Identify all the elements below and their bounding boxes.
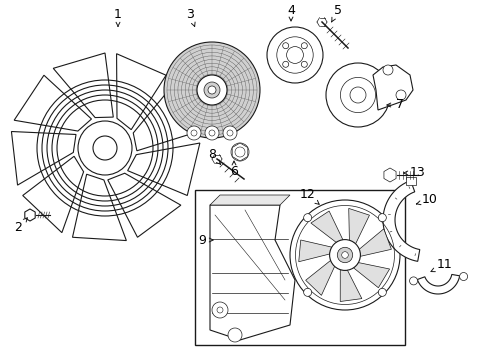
Circle shape [286, 46, 303, 63]
Circle shape [208, 130, 215, 136]
Bar [405, 176, 415, 185]
Polygon shape [127, 143, 200, 195]
Bar [195, 190, 404, 345]
Circle shape [186, 126, 201, 140]
Text: 6: 6 [229, 161, 238, 179]
Text: 12: 12 [300, 189, 319, 204]
Circle shape [395, 90, 405, 100]
Circle shape [235, 147, 244, 157]
Circle shape [230, 143, 248, 161]
Polygon shape [133, 83, 198, 151]
Circle shape [191, 130, 197, 136]
Circle shape [325, 63, 389, 127]
Circle shape [282, 61, 288, 67]
Text: 5: 5 [331, 4, 341, 22]
Text: 10: 10 [416, 193, 437, 207]
Polygon shape [298, 240, 331, 262]
Polygon shape [416, 274, 459, 294]
Polygon shape [340, 270, 361, 302]
Polygon shape [209, 205, 294, 340]
Polygon shape [310, 211, 342, 242]
Text: 9: 9 [198, 234, 213, 247]
Circle shape [340, 77, 375, 113]
Circle shape [223, 126, 237, 140]
Polygon shape [107, 173, 181, 237]
Polygon shape [11, 131, 76, 185]
Circle shape [409, 277, 417, 285]
Polygon shape [359, 229, 390, 256]
Text: 13: 13 [403, 166, 425, 180]
Circle shape [303, 288, 311, 296]
Circle shape [303, 214, 311, 222]
Circle shape [289, 200, 399, 310]
Polygon shape [53, 53, 113, 118]
Text: 2: 2 [14, 218, 27, 234]
Circle shape [227, 328, 242, 342]
Circle shape [212, 302, 227, 318]
Polygon shape [14, 75, 91, 131]
Circle shape [203, 82, 220, 98]
Text: 7: 7 [386, 99, 403, 112]
Text: 4: 4 [286, 4, 294, 21]
Circle shape [301, 61, 306, 67]
Polygon shape [22, 156, 83, 233]
Polygon shape [209, 195, 289, 205]
Circle shape [378, 214, 386, 222]
Text: 8: 8 [207, 148, 220, 165]
Polygon shape [382, 180, 419, 261]
Polygon shape [305, 260, 334, 295]
Polygon shape [232, 143, 247, 161]
Polygon shape [72, 174, 126, 240]
Polygon shape [348, 208, 369, 244]
Circle shape [266, 27, 323, 83]
Circle shape [197, 75, 226, 105]
Text: 1: 1 [114, 8, 122, 26]
Polygon shape [116, 54, 166, 130]
Circle shape [459, 273, 467, 280]
Circle shape [93, 136, 117, 160]
Circle shape [341, 252, 347, 258]
Circle shape [329, 240, 360, 270]
Circle shape [163, 42, 260, 138]
Circle shape [349, 87, 365, 103]
Circle shape [378, 288, 386, 296]
Polygon shape [383, 168, 395, 182]
Circle shape [276, 37, 312, 73]
Circle shape [382, 65, 392, 75]
Text: 3: 3 [185, 8, 195, 26]
Polygon shape [25, 209, 35, 221]
Circle shape [226, 130, 232, 136]
Polygon shape [372, 65, 412, 110]
Circle shape [301, 43, 306, 49]
Circle shape [207, 86, 216, 94]
Polygon shape [353, 262, 389, 288]
Circle shape [337, 247, 352, 263]
Circle shape [282, 43, 288, 49]
Circle shape [204, 126, 219, 140]
Text: 11: 11 [430, 258, 452, 272]
Circle shape [217, 307, 223, 313]
Circle shape [78, 121, 132, 175]
